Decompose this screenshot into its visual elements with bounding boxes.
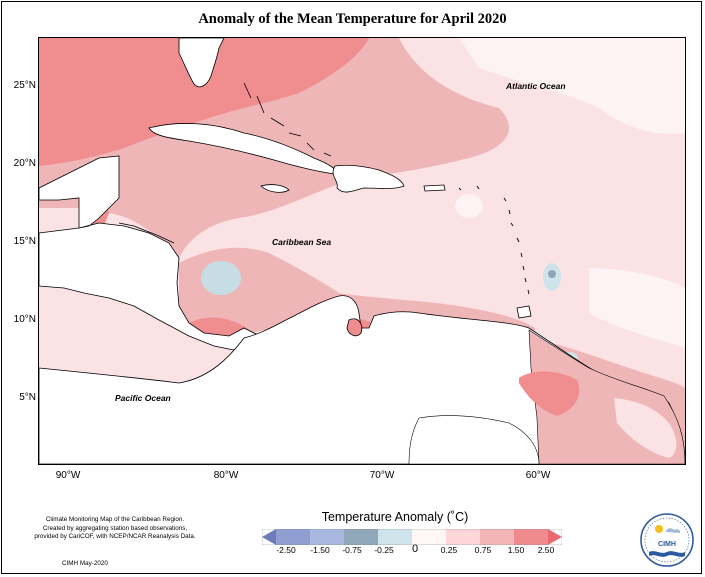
credits-line-1: Climate Monitoring Map of the Caribbean … bbox=[45, 516, 185, 523]
colorbar-bin-7 bbox=[480, 529, 514, 545]
land-guianas-cool bbox=[614, 398, 677, 458]
colorbar-bin-3 bbox=[344, 529, 378, 545]
label-atlantic-ocean: Atlantic Ocean bbox=[506, 81, 566, 91]
label-caribbean-sea: Caribbean Sea bbox=[272, 237, 332, 247]
anomaly-map bbox=[38, 37, 686, 465]
lat-label-25n: 25°N bbox=[13, 80, 36, 91]
lon-label-70w: 70°W bbox=[369, 470, 395, 481]
lon-label-60w: 60°W bbox=[525, 470, 551, 481]
colorbar-right-arrow bbox=[548, 529, 562, 545]
wave-icon bbox=[649, 551, 685, 557]
lat-label-15n: 15°N bbox=[13, 236, 36, 247]
map-credits: Climate Monitoring Map of the Caribbean … bbox=[10, 516, 220, 542]
land-honduras-coast bbox=[118, 222, 175, 244]
land-hispaniola bbox=[332, 164, 405, 193]
credits-line-3: provided by CariCOF, with NCEP/NCAR Rean… bbox=[34, 533, 196, 541]
legend-tick-3: -0.75 bbox=[342, 545, 362, 555]
map-title: Anomaly of the Mean Temperature for Apri… bbox=[198, 11, 507, 27]
anomaly-zone-150-250-north bbox=[39, 38, 369, 166]
lat-label-10n: 10°N bbox=[13, 314, 36, 325]
cloud-icon bbox=[666, 528, 681, 533]
colorbar-bin-2 bbox=[310, 529, 344, 545]
legend-tick-1: -2.50 bbox=[276, 545, 296, 555]
logo-text: CIMH bbox=[658, 541, 676, 548]
legend-tick-6: 0.25 bbox=[440, 545, 458, 555]
legend-tick-4: -0.25 bbox=[374, 545, 394, 555]
land-jamaica bbox=[260, 184, 290, 193]
land-central-america bbox=[39, 155, 270, 359]
land-amazon bbox=[408, 415, 540, 464]
legend-tick-8: 1.50 bbox=[507, 545, 525, 555]
lat-label-5n: 5°N bbox=[19, 392, 36, 403]
legend-tick-9: 2.50 bbox=[537, 545, 555, 555]
land-florida bbox=[178, 38, 225, 88]
lat-label-20n: 20°N bbox=[13, 158, 36, 169]
map-canvas bbox=[39, 38, 685, 464]
colorbar-bin-6 bbox=[446, 529, 480, 545]
land-lake-maracaibo bbox=[346, 318, 363, 337]
colorbar-bin-8 bbox=[514, 529, 548, 545]
land-puerto-rico bbox=[423, 184, 446, 192]
lon-label-90w: 90°W bbox=[55, 470, 81, 481]
legend-tick-5: 0 bbox=[411, 543, 419, 555]
legend-colorbar bbox=[262, 529, 562, 545]
anomaly-zone-075-150-south bbox=[179, 247, 535, 338]
anomaly-zone-0-025-spot-ne bbox=[648, 54, 670, 72]
anomaly-negative-caribbean bbox=[201, 261, 241, 295]
anomaly-zone-0-025-east bbox=[589, 268, 685, 348]
colorbar-left-arrow bbox=[262, 529, 276, 545]
credits-date: CIMH May-2020 bbox=[62, 560, 108, 567]
land-trinidad bbox=[516, 305, 532, 319]
land-bahamas bbox=[243, 82, 332, 157]
credits-line-2: Created by aggregating station based obs… bbox=[42, 524, 188, 532]
legend-tick-2: -1.50 bbox=[310, 545, 330, 555]
colorbar-bin-4 bbox=[378, 529, 412, 545]
lon-label-80w: 80°W bbox=[213, 470, 239, 481]
land-guianas-hot bbox=[519, 371, 580, 416]
anomaly-zone-0-025-spot bbox=[455, 194, 483, 218]
anomaly-zone-0-025-atlantic bbox=[459, 38, 685, 134]
cimh-logo: CIMH bbox=[640, 513, 694, 567]
anomaly-negative-core bbox=[548, 270, 556, 278]
land-south-america bbox=[39, 295, 685, 464]
colorbar-bin-1 bbox=[276, 529, 310, 545]
colorbar-bin-5 bbox=[412, 529, 446, 545]
legend-title: Temperature Anomaly (˚C) bbox=[321, 510, 469, 524]
sun-icon bbox=[655, 525, 663, 533]
land-lesser-antilles bbox=[458, 185, 530, 313]
label-pacific-ocean: Pacific Ocean bbox=[115, 393, 171, 403]
legend-tick-7: 0.75 bbox=[474, 545, 492, 555]
